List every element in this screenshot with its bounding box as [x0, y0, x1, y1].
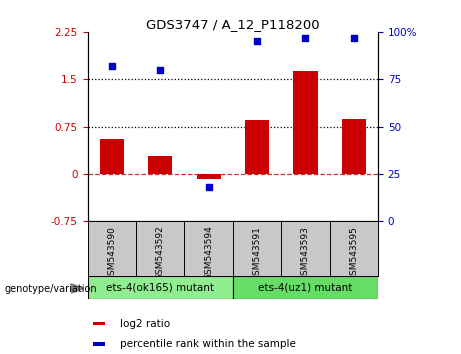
- Text: GSM543590: GSM543590: [107, 225, 116, 280]
- Text: genotype/variation: genotype/variation: [5, 284, 97, 293]
- Polygon shape: [71, 284, 84, 293]
- Bar: [293, 71, 318, 174]
- Bar: [94, 342, 105, 346]
- Bar: [148, 156, 172, 174]
- Text: GSM543591: GSM543591: [253, 225, 261, 280]
- Bar: [88, 276, 233, 299]
- Bar: [245, 120, 269, 174]
- Bar: [196, 174, 221, 179]
- Bar: [342, 119, 366, 174]
- Point: [205, 184, 212, 190]
- Text: log2 ratio: log2 ratio: [119, 319, 170, 329]
- Text: GSM543595: GSM543595: [349, 225, 358, 280]
- Point: [301, 35, 309, 40]
- Text: ets-4(uz1) mutant: ets-4(uz1) mutant: [258, 282, 353, 293]
- Title: GDS3747 / A_12_P118200: GDS3747 / A_12_P118200: [146, 18, 319, 31]
- Text: GSM543594: GSM543594: [204, 225, 213, 280]
- Text: GSM543593: GSM543593: [301, 225, 310, 280]
- Text: ets-4(ok165) mutant: ets-4(ok165) mutant: [106, 282, 214, 293]
- Point: [108, 63, 115, 69]
- Bar: [94, 322, 105, 325]
- Bar: [233, 276, 378, 299]
- Text: GSM543592: GSM543592: [156, 225, 165, 280]
- Bar: [100, 139, 124, 174]
- Point: [254, 39, 261, 44]
- Text: percentile rank within the sample: percentile rank within the sample: [119, 339, 296, 349]
- Point: [156, 67, 164, 73]
- Point: [350, 35, 358, 40]
